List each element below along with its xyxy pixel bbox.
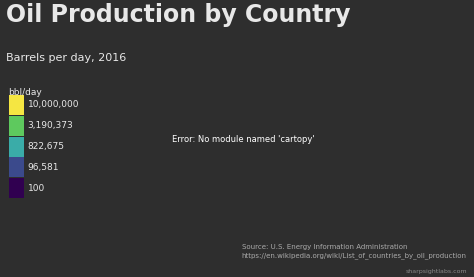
Text: bbl/day: bbl/day [9,88,42,97]
Text: 96,581: 96,581 [27,163,59,172]
Text: 10,000,000: 10,000,000 [27,101,79,109]
Text: 822,675: 822,675 [27,142,64,151]
Text: Source: U.S. Energy Information Administration
https://en.wikipedia.org/wiki/Lis: Source: U.S. Energy Information Administ… [242,244,467,258]
Text: Barrels per day, 2016: Barrels per day, 2016 [6,53,126,63]
Text: sharpsightlabs.com: sharpsightlabs.com [405,269,467,274]
Text: 3,190,373: 3,190,373 [27,121,73,130]
Text: 100: 100 [27,184,45,193]
Text: Error: No module named 'cartopy': Error: No module named 'cartopy' [172,135,314,144]
Text: Oil Production by Country: Oil Production by Country [6,3,350,27]
